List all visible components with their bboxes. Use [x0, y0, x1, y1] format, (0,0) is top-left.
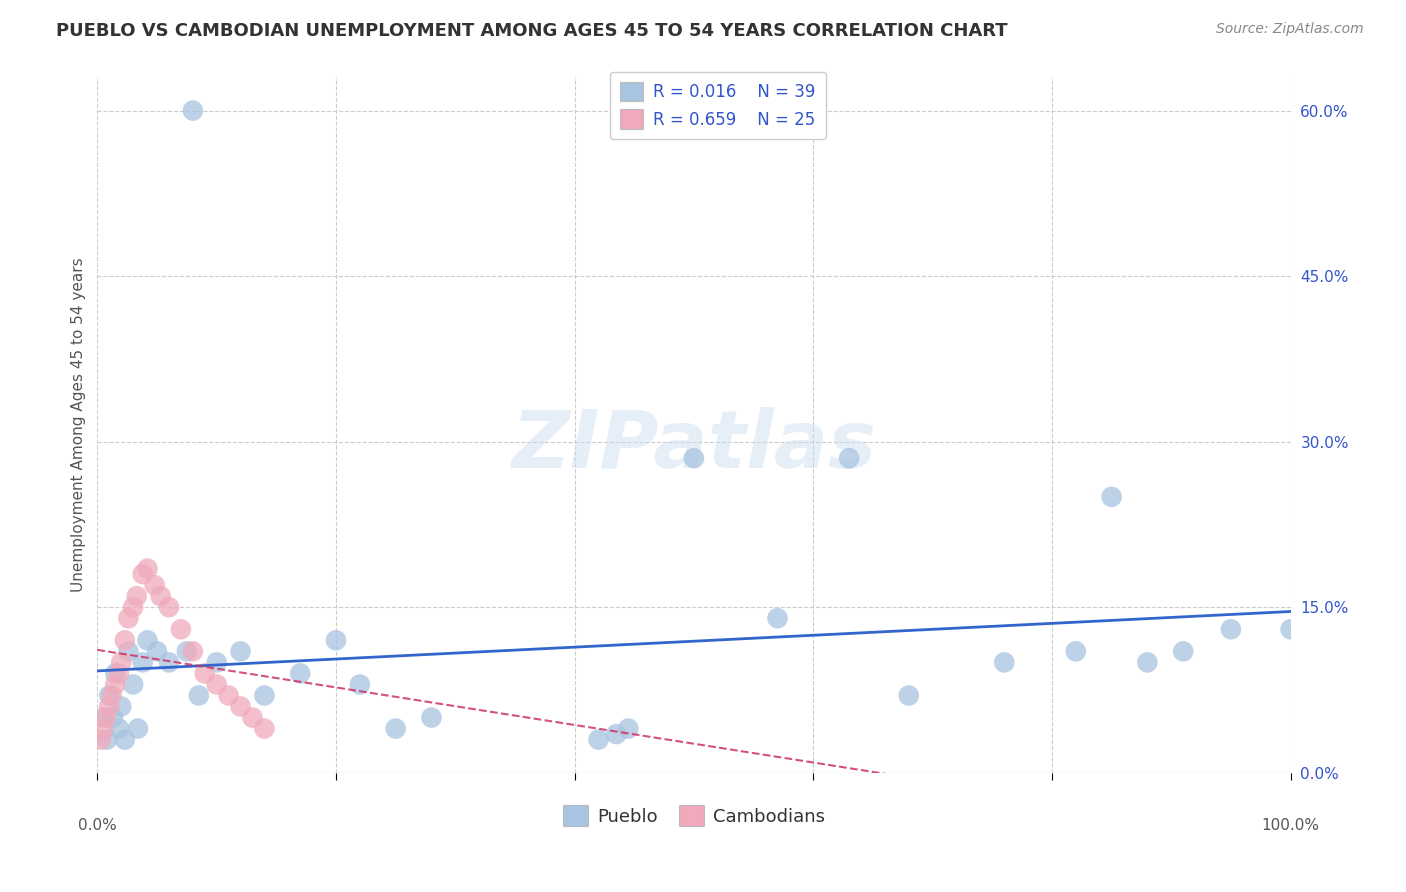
Point	[605, 727, 627, 741]
Point	[125, 589, 148, 603]
Point	[253, 722, 276, 736]
Point	[349, 677, 371, 691]
Point	[110, 656, 132, 670]
Point	[170, 622, 193, 636]
Point	[229, 699, 252, 714]
Point	[384, 722, 406, 736]
Text: ZIPatlas: ZIPatlas	[512, 407, 876, 485]
Point	[1136, 656, 1159, 670]
Point	[100, 689, 122, 703]
Point	[91, 722, 114, 736]
Point	[122, 600, 145, 615]
Point	[117, 644, 139, 658]
Point	[157, 656, 180, 670]
Text: PUEBLO VS CAMBODIAN UNEMPLOYMENT AMONG AGES 45 TO 54 YEARS CORRELATION CHART: PUEBLO VS CAMBODIAN UNEMPLOYMENT AMONG A…	[56, 22, 1008, 40]
Point	[114, 633, 136, 648]
Point	[253, 689, 276, 703]
Point	[325, 633, 347, 648]
Point	[205, 656, 228, 670]
Point	[1279, 622, 1302, 636]
Point	[91, 710, 114, 724]
Point	[157, 600, 180, 615]
Point	[101, 710, 124, 724]
Point	[181, 103, 204, 118]
Point	[94, 710, 117, 724]
Point	[143, 578, 166, 592]
Point	[683, 451, 706, 466]
Point	[1101, 490, 1123, 504]
Point	[117, 611, 139, 625]
Point	[1064, 644, 1087, 658]
Point	[187, 689, 209, 703]
Point	[766, 611, 789, 625]
Point	[146, 644, 169, 658]
Point	[114, 732, 136, 747]
Point	[194, 666, 217, 681]
Point	[242, 710, 264, 724]
Point	[176, 644, 198, 658]
Point	[122, 677, 145, 691]
Point	[98, 689, 121, 703]
Point	[96, 732, 118, 747]
Point	[104, 677, 127, 691]
Point	[1173, 644, 1195, 658]
Legend: Pueblo, Cambodians: Pueblo, Cambodians	[555, 798, 832, 833]
Point	[108, 666, 131, 681]
Point	[136, 561, 159, 575]
Point	[131, 656, 153, 670]
Point	[104, 666, 127, 681]
Point	[897, 689, 920, 703]
Point	[1219, 622, 1241, 636]
Point	[98, 699, 121, 714]
Point	[218, 689, 240, 703]
Point	[90, 732, 112, 747]
Point	[149, 589, 172, 603]
Point	[110, 699, 132, 714]
Point	[131, 567, 153, 582]
Point	[993, 656, 1015, 670]
Point	[181, 644, 204, 658]
Point	[127, 722, 149, 736]
Point	[229, 644, 252, 658]
Point	[617, 722, 640, 736]
Point	[290, 666, 312, 681]
Y-axis label: Unemployment Among Ages 45 to 54 years: Unemployment Among Ages 45 to 54 years	[72, 258, 86, 592]
Text: Source: ZipAtlas.com: Source: ZipAtlas.com	[1216, 22, 1364, 37]
Text: 100.0%: 100.0%	[1261, 818, 1320, 833]
Point	[838, 451, 860, 466]
Point	[205, 677, 228, 691]
Point	[420, 710, 443, 724]
Point	[588, 732, 610, 747]
Point	[136, 633, 159, 648]
Text: 0.0%: 0.0%	[77, 818, 117, 833]
Point	[108, 722, 131, 736]
